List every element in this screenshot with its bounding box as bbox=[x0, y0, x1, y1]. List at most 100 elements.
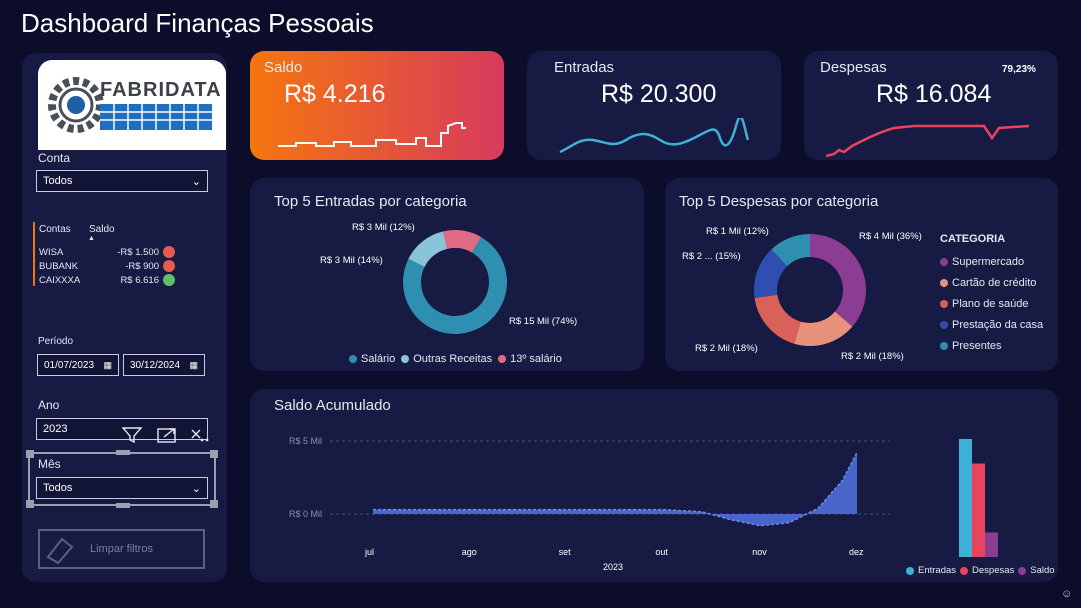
resize-handle[interactable] bbox=[26, 500, 34, 508]
legend-dot bbox=[401, 355, 410, 363]
data-label: R$ 3 Mil (12%) bbox=[352, 222, 415, 233]
logo-text: FABRIDATA bbox=[100, 79, 222, 101]
more-options-icon[interactable] bbox=[191, 429, 209, 442]
x-tick-label: set bbox=[558, 547, 571, 557]
despesas-pct: 79,23% bbox=[1002, 64, 1036, 75]
conta-value: Todos bbox=[43, 175, 73, 187]
donut-slice[interactable] bbox=[771, 234, 810, 267]
legend-item[interactable]: Plano de saúde bbox=[940, 293, 1043, 314]
legend-dot bbox=[940, 299, 948, 308]
data-label: R$ 2 ... (15%) bbox=[682, 251, 741, 262]
legend-item[interactable]: Outras Receitas bbox=[401, 353, 492, 365]
resize-handle[interactable] bbox=[116, 450, 130, 455]
bar[interactable] bbox=[985, 532, 998, 557]
y-tick-label: R$ 5 Mil bbox=[289, 436, 323, 446]
resize-handle[interactable] bbox=[26, 450, 34, 458]
saldo-label: Saldo bbox=[264, 59, 303, 76]
entradas-value: R$ 20.300 bbox=[601, 80, 717, 108]
legend-item[interactable]: Salário bbox=[349, 353, 395, 365]
calendar-icon[interactable]: ▦ bbox=[103, 359, 112, 370]
x-tick-label: dez bbox=[849, 547, 864, 557]
clear-filters-button[interactable]: Limpar filtros bbox=[38, 529, 205, 569]
ano-dropdown[interactable]: 2023 bbox=[36, 418, 208, 440]
donut-slice[interactable] bbox=[794, 311, 853, 346]
saldo-acumulado-card bbox=[250, 389, 1058, 582]
contas-header[interactable]: Contas bbox=[39, 224, 71, 235]
legend-item[interactable]: Entradas bbox=[906, 565, 956, 576]
status-indicator-icon bbox=[163, 246, 175, 258]
bar[interactable] bbox=[972, 463, 985, 557]
category-legend-title: CATEGORIA bbox=[940, 233, 1006, 245]
donut-slice[interactable] bbox=[408, 231, 448, 267]
entradas-card bbox=[527, 51, 781, 160]
chevron-down-icon: ⌄ bbox=[191, 175, 201, 188]
date-start-value: 01/07/2023 bbox=[44, 359, 95, 371]
x-axis-label: 2023 bbox=[603, 562, 624, 572]
legend-dot bbox=[940, 278, 948, 287]
mes-dropdown[interactable]: Todos ⌄ bbox=[36, 477, 208, 499]
resize-handle[interactable] bbox=[116, 503, 130, 508]
date-end-input[interactable]: 30/12/2024 ▦ bbox=[123, 354, 205, 376]
despesas-label: Despesas bbox=[820, 59, 887, 76]
legend-label: Plano de saúde bbox=[952, 297, 1029, 310]
status-indicator-icon bbox=[163, 274, 175, 286]
accounts-table-accent bbox=[33, 222, 35, 286]
date-start-input[interactable]: 01/07/2023 ▦ bbox=[37, 354, 119, 376]
legend-label: Cartão de crédito bbox=[952, 276, 1037, 289]
despesas-card bbox=[804, 51, 1058, 160]
legend-item[interactable]: Despesas bbox=[960, 565, 1014, 576]
donut-slice[interactable] bbox=[443, 230, 481, 253]
legend-label: Entradas bbox=[918, 565, 957, 576]
legend-label: 13º salário bbox=[510, 353, 562, 365]
table-row[interactable]: BUBANK -R$ 900 bbox=[39, 259, 179, 273]
account-saldo: -R$ 1.500 bbox=[117, 246, 159, 258]
smiley-feedback-icon[interactable]: ☺ bbox=[1061, 588, 1073, 600]
legend-dot bbox=[940, 257, 948, 266]
legend-item[interactable]: Saldo bbox=[1018, 565, 1055, 576]
status-indicator-icon bbox=[163, 260, 175, 272]
calendar-icon[interactable]: ▦ bbox=[189, 359, 198, 370]
despesas-sparkline bbox=[825, 124, 1030, 158]
resize-handle[interactable] bbox=[210, 500, 218, 508]
legend-item[interactable]: Prestação da casa bbox=[940, 314, 1043, 335]
table-row[interactable]: WISA -R$ 1.500 bbox=[39, 245, 179, 259]
entradas-donut-title: Top 5 Entradas por categoria bbox=[274, 193, 467, 210]
donut-slice[interactable] bbox=[403, 236, 507, 334]
ano-label: Ano bbox=[38, 398, 60, 412]
legend-label: Outras Receitas bbox=[413, 353, 493, 365]
eraser-icon bbox=[46, 537, 74, 565]
donut-slice[interactable] bbox=[754, 249, 788, 298]
legend-item[interactable]: Supermercado bbox=[940, 251, 1043, 272]
saldo-sparkline bbox=[278, 122, 466, 147]
conta-dropdown[interactable]: Todos ⌄ bbox=[36, 170, 208, 192]
legend-label: Supermercado bbox=[952, 255, 1025, 268]
entradas-label: Entradas bbox=[554, 59, 615, 76]
entradas-donut-chart bbox=[403, 230, 507, 334]
despesas-donut-chart bbox=[754, 234, 866, 346]
area-series[interactable] bbox=[373, 452, 857, 526]
legend-dot bbox=[940, 341, 948, 350]
data-label: R$ 2 Mil (18%) bbox=[841, 351, 904, 362]
saldo-header[interactable]: Saldo bbox=[89, 224, 115, 235]
legend-dot bbox=[1018, 566, 1027, 575]
focus-mode-icon[interactable] bbox=[157, 428, 176, 443]
resize-handle[interactable] bbox=[210, 450, 218, 458]
resumo-bar-chart bbox=[959, 439, 998, 557]
filter-icon[interactable] bbox=[122, 427, 143, 444]
legend-item[interactable]: 13º salário bbox=[498, 353, 562, 365]
data-label: R$ 1 Mil (12%) bbox=[706, 226, 769, 237]
account-saldo: R$ 6.616 bbox=[120, 274, 159, 286]
saldo-value: R$ 4.216 bbox=[284, 80, 386, 108]
legend-item[interactable]: Presentes bbox=[940, 335, 1043, 356]
logo: FABRIDATA bbox=[38, 60, 226, 150]
despesas-value: R$ 16.084 bbox=[876, 80, 992, 108]
legend-item[interactable]: Cartão de crédito bbox=[940, 272, 1043, 293]
table-row[interactable]: CAIXXXA R$ 6.616 bbox=[39, 273, 179, 287]
ano-value: 2023 bbox=[43, 423, 68, 435]
data-label: R$ 3 Mil (14%) bbox=[320, 255, 383, 266]
donut-slice[interactable] bbox=[810, 234, 866, 327]
y-tick-label: R$ 0 Mil bbox=[289, 509, 323, 519]
donut-slice[interactable] bbox=[754, 294, 801, 344]
legend-dot bbox=[906, 566, 914, 575]
bar[interactable] bbox=[959, 439, 972, 557]
